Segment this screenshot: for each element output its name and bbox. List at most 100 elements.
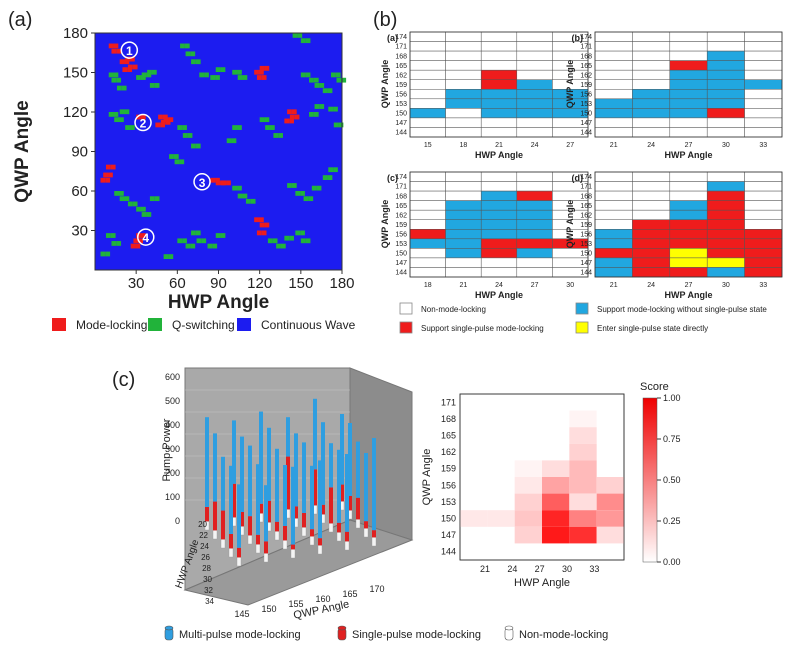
grid-cell — [706, 248, 745, 259]
grid-cell — [594, 209, 633, 220]
mode-locking-cell — [165, 119, 171, 125]
mode-locking-cell — [127, 67, 133, 73]
q-switching-cell — [305, 38, 311, 44]
grid-cell — [594, 60, 633, 71]
grid-cell — [594, 79, 633, 90]
panel-c-3d-chart: 0 100 200 300 400 500 600 Pump Power 145 150 155 16… — [161, 367, 414, 622]
q-switching-cell — [327, 88, 333, 94]
grid-cell — [445, 89, 482, 100]
q-switching-cell — [154, 83, 160, 88]
grid-cell — [445, 190, 482, 201]
mode-locking-cell — [103, 172, 109, 178]
grid-cell — [409, 69, 446, 80]
grid-cell — [480, 257, 518, 268]
legend-label: Enter single-pulse state directly — [597, 324, 708, 333]
grid-cell — [516, 98, 553, 109]
grid-cell — [516, 89, 553, 100]
grid-cell — [409, 108, 446, 119]
legend-label: Support single-pulse mode-locking — [421, 324, 544, 333]
q-switching-cell — [184, 43, 190, 49]
grid-cell — [409, 117, 446, 128]
bar-stack — [328, 443, 334, 533]
y-tick-label: 30 — [71, 223, 88, 240]
grid-cell — [480, 181, 518, 192]
y-tick-label: 165 — [580, 63, 592, 70]
mode-locking-cell — [163, 117, 169, 123]
q-switching-cell — [146, 212, 152, 217]
q-switching-cell — [327, 175, 333, 180]
single-pulse-bar — [237, 547, 241, 558]
single-pulse-bar — [294, 506, 298, 519]
grid-cell — [445, 60, 482, 71]
grid-cell — [669, 117, 708, 128]
score-cell — [596, 510, 624, 527]
x-tick-label: 33 — [759, 282, 767, 289]
grid-cell — [516, 69, 553, 80]
single-pulse-bar — [286, 456, 290, 510]
bar-stack — [309, 465, 315, 546]
q-switching-cell — [187, 133, 193, 138]
single-pulse-bar — [310, 529, 314, 537]
q-switching-cell — [179, 159, 185, 165]
legend-cylinder-top — [337, 625, 347, 631]
grid-cell — [445, 41, 482, 52]
score-cell — [569, 526, 597, 544]
panel-a-heatmap: 30 60 90 120 150 180 30 60 90 120 150 180 HWP Angle Q… — [12, 25, 355, 313]
grid-cell — [516, 267, 553, 278]
grid-cell — [744, 108, 783, 119]
y-tick-label: 147 — [395, 120, 407, 127]
q-switching-cell — [132, 201, 138, 207]
score-cell — [569, 493, 597, 511]
q-switching-cell — [116, 85, 122, 91]
y-tick-label: 174 — [395, 34, 407, 41]
grid-cell — [445, 257, 482, 268]
mode-locking-cell — [110, 164, 116, 170]
multi-pulse-bar — [356, 441, 360, 498]
grid-cell — [632, 257, 671, 268]
q-switching-cell — [322, 175, 328, 180]
grid-cell — [706, 79, 745, 90]
grid-cell — [445, 200, 482, 211]
q-switching-cell — [110, 233, 116, 238]
colorbar-tick-label: 0.50 — [663, 475, 681, 485]
mode-locking-cell — [291, 109, 297, 115]
grid-cell — [516, 127, 553, 138]
grid-cell — [706, 127, 745, 138]
q-switching-cell — [151, 69, 157, 75]
q-switching-cell — [273, 133, 279, 138]
single-pulse-bar — [364, 521, 368, 529]
marker-label: 3 — [199, 176, 206, 190]
score-cell — [487, 510, 515, 527]
colorbar-tick-label: 1.00 — [663, 393, 681, 403]
x-tick-label: 155 — [288, 599, 303, 609]
q-switching-cell — [311, 185, 317, 191]
q-switching-cell — [111, 77, 117, 83]
x-tick-label: 21 — [610, 282, 618, 289]
multi-pulse-bar — [318, 460, 322, 539]
q-switching-cell — [177, 238, 183, 244]
grid-cell — [480, 31, 518, 42]
grid-cell — [594, 190, 633, 201]
mode-locking-cell — [125, 56, 130, 62]
panel-c-score-heatmap: 144 147 150 153 156 159 162 165 168 171 21 24 27 30 33… — [421, 381, 681, 589]
subgrid-b: 174 171 168 165 162 159 156 153 150 147 144 21 24 27 3… — [565, 31, 783, 160]
y-axis-label: QWP Angle — [565, 60, 575, 109]
mode-locking-cell — [256, 75, 262, 80]
legend-swatch — [148, 318, 162, 331]
grid-cell — [409, 89, 446, 100]
subgrid-d: 174 171 168 165 162 159 156 153 150 147 144 21 24 27 3… — [565, 171, 783, 300]
multi-pulse-bar — [275, 448, 279, 522]
mode-locking-cell — [221, 180, 227, 186]
mode-locking-cell — [254, 69, 259, 75]
grid-cell — [744, 219, 783, 230]
q-switching-cell — [149, 83, 155, 88]
grid-cell — [445, 117, 482, 128]
grid-cell — [445, 248, 482, 259]
single-pulse-bar — [213, 501, 217, 531]
bar-stack — [212, 433, 218, 540]
grid-cell — [516, 79, 553, 90]
grid-cell — [706, 60, 745, 71]
grid-cell — [594, 219, 633, 230]
grid-cell — [445, 229, 482, 240]
